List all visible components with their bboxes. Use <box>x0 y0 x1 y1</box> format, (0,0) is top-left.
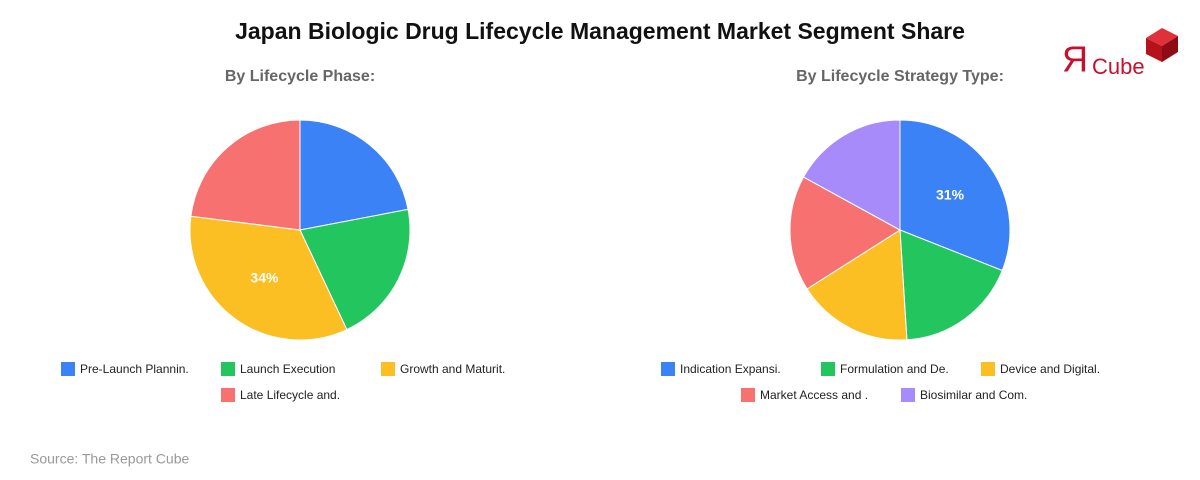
legend-label: Growth and Maturit. <box>400 362 505 376</box>
legend-swatch <box>221 388 235 402</box>
legend-label: Biosimilar and Com. <box>920 388 1027 402</box>
legend-label: Formulation and De. <box>840 362 949 376</box>
legend-label: Late Lifecycle and. <box>240 388 340 402</box>
legend-swatch <box>661 362 675 376</box>
pie-slice <box>299 119 409 231</box>
legend-label: Device and Digital. <box>1000 362 1100 376</box>
logo-cube-left <box>1146 38 1162 62</box>
chart-title: By Lifecycle Strategy Type: <box>796 68 1004 85</box>
pie-slice <box>190 119 301 231</box>
legend-label: Pre-Launch Plannin. <box>80 362 189 376</box>
logo-mark: Я <box>1062 39 1088 80</box>
legend-label: Launch Execution <box>240 362 335 376</box>
chart-title: By Lifecycle Phase: <box>225 68 375 85</box>
pie-slice <box>802 119 901 231</box>
logo: Я Cube <box>1062 28 1178 80</box>
page-title: Japan Biologic Drug Lifecycle Management… <box>235 18 965 44</box>
legend-swatch <box>821 362 835 376</box>
data-label: 34% <box>250 270 279 286</box>
legend-swatch <box>981 362 995 376</box>
pie-slice <box>189 215 348 341</box>
legend-swatch <box>381 362 395 376</box>
source: Source: The Report Cube <box>30 451 189 467</box>
pie-slice <box>299 208 411 331</box>
legend-swatch <box>61 362 75 376</box>
legend-label: Indication Expansi. <box>680 362 781 376</box>
legend-label: Market Access and . <box>760 388 868 402</box>
pie-slice <box>806 229 908 341</box>
logo-cube-top <box>1146 28 1178 46</box>
pie-slice <box>789 176 901 290</box>
logo-text: Cube <box>1092 54 1145 79</box>
pie-slice <box>899 119 1011 272</box>
legend-swatch <box>901 388 915 402</box>
legend-swatch <box>741 388 755 402</box>
data-label: 31% <box>936 187 965 203</box>
logo-cube-right <box>1162 36 1178 62</box>
pie-slice <box>899 229 1003 341</box>
legend-swatch <box>221 362 235 376</box>
